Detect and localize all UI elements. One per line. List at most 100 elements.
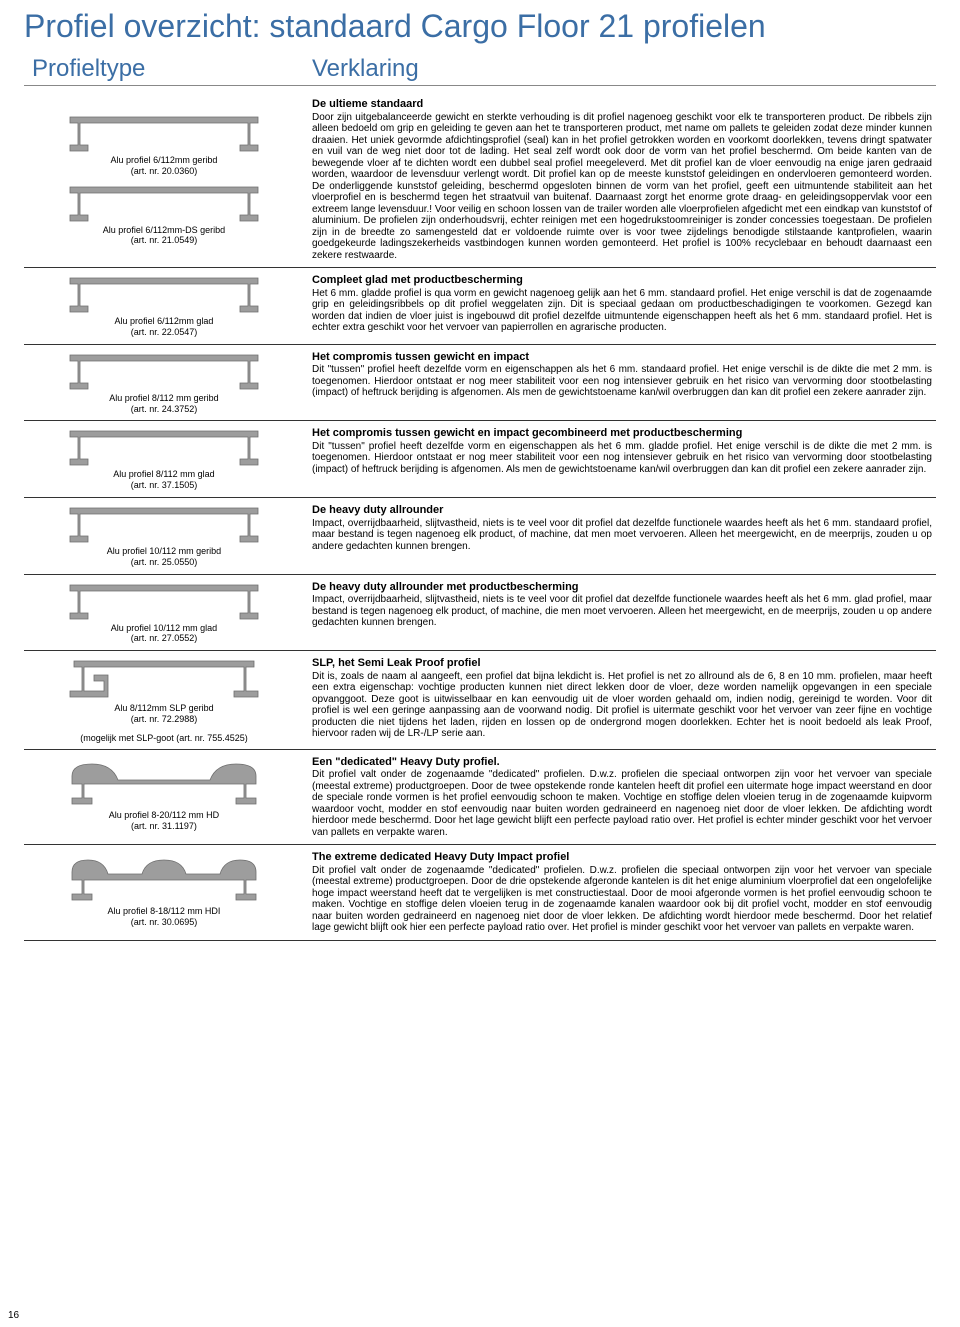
profile-caption: Alu 8/112mm SLP geribd(art. nr. 72.2988) (114, 703, 213, 725)
profile-name: Alu profiel 8/112 mm glad (113, 469, 214, 480)
profile-art-nr: (art. nr. 24.3752) (109, 404, 218, 415)
profile-caption: Alu profiel 6/112mm glad(art. nr. 22.054… (115, 316, 214, 338)
profile-caption: Alu profiel 6/112mm geribd(art. nr. 20.0… (111, 155, 218, 177)
description-body: Dit "tussen" profiel heeft dezelfde vorm… (312, 441, 932, 476)
description-cell: SLP, het Semi Leak Proof profielDit is, … (304, 657, 936, 743)
profile-row: Alu profiel 8/112 mm geribd(art. nr. 24.… (24, 345, 936, 422)
profile-art-nr: (art. nr. 31.1197) (109, 821, 219, 832)
description-cell: The extreme dedicated Heavy Duty Impact … (304, 851, 936, 934)
profile-cross-section-icon (64, 351, 264, 391)
description-body: Dit "tussen" profiel heeft dezelfde vorm… (312, 364, 932, 399)
profile-images-cell: Alu profiel 8-20/112 mm HD(art. nr. 31.1… (24, 756, 304, 839)
profile-block: Alu profiel 8-20/112 mm HD(art. nr. 31.1… (64, 762, 264, 832)
description-cell: Compleet glad met productbeschermingHet … (304, 274, 936, 338)
profile-cross-section-icon (64, 504, 264, 544)
profile-name: Alu 8/112mm SLP geribd (114, 703, 213, 714)
description-cell: De ultieme standaardDoor zijn uitgebalan… (304, 98, 936, 261)
profile-art-nr: (art. nr. 72.2988) (114, 714, 213, 725)
profile-row: Alu profiel 10/112 mm geribd(art. nr. 25… (24, 498, 936, 575)
profile-name: Alu profiel 6/112mm geribd (111, 155, 218, 166)
description-cell: De heavy duty allrounder met productbesc… (304, 581, 936, 645)
profile-images-cell: Alu profiel 10/112 mm geribd(art. nr. 25… (24, 504, 304, 568)
profile-cross-section-icon (64, 427, 264, 467)
profile-caption: Alu profiel 10/112 mm geribd(art. nr. 25… (107, 546, 221, 568)
description-body: Dit profiel valt onder de zogenaamde "de… (312, 865, 932, 934)
profile-name: Alu profiel 10/112 mm glad (111, 623, 217, 634)
profile-row: Alu profiel 6/112mm geribd(art. nr. 20.0… (24, 92, 936, 268)
profile-caption: Alu profiel 8-18/112 mm HDI(art. nr. 30.… (108, 906, 221, 928)
profile-row: Alu profiel 10/112 mm glad(art. nr. 27.0… (24, 575, 936, 652)
profile-caption: Alu profiel 8/112 mm glad(art. nr. 37.15… (113, 469, 214, 491)
profile-art-nr: (art. nr. 20.0360) (111, 166, 218, 177)
profile-art-nr: (art. nr. 27.0552) (111, 633, 217, 644)
profile-block: Alu profiel 10/112 mm geribd(art. nr. 25… (64, 504, 264, 568)
profile-caption: Alu profiel 10/112 mm glad(art. nr. 27.0… (111, 623, 217, 645)
profile-art-nr: (art. nr. 30.0695) (108, 917, 221, 928)
profile-cross-section-icon (64, 858, 264, 904)
profile-block: Alu profiel 6/112mm-DS geribd(art. nr. 2… (64, 183, 264, 247)
profile-cross-section-icon (64, 762, 264, 808)
profile-block: Alu profiel 8/112 mm geribd(art. nr. 24.… (64, 351, 264, 415)
description-body: Dit is, zoals de naam al aangeeft, een p… (312, 671, 932, 740)
profile-name: Alu profiel 8/112 mm geribd (109, 393, 218, 404)
profile-art-nr: (art. nr. 37.1505) (113, 480, 214, 491)
profile-caption: Alu profiel 8-20/112 mm HD(art. nr. 31.1… (109, 810, 219, 832)
profile-name: Alu profiel 8-18/112 mm HDI (108, 906, 221, 917)
profile-block: Alu 8/112mm SLP geribd(art. nr. 72.2988) (64, 657, 264, 725)
description-body: Impact, overrijdbaarheid, slijtvastheid,… (312, 518, 932, 553)
profile-name: Alu profiel 8-20/112 mm HD (109, 810, 219, 821)
description-cell: Een "dedicated" Heavy Duty profiel.Dit p… (304, 756, 936, 839)
description-heading: Een "dedicated" Heavy Duty profiel. (312, 756, 932, 769)
description-heading: De heavy duty allrounder (312, 504, 932, 517)
description-body: Het 6 mm. gladde profiel is qua vorm en … (312, 288, 932, 334)
description-body: Door zijn uitgebalanceerde gewicht en st… (312, 112, 932, 262)
description-cell: Het compromis tussen gewicht en impactDi… (304, 351, 936, 415)
profile-extra-caption: (mogelijk met SLP-goot (art. nr. 755.452… (80, 733, 248, 743)
description-body: Impact, overrijdbaarheid, slijtvastheid,… (312, 594, 932, 629)
col-verklaring: Verklaring (312, 55, 419, 82)
description-body: Dit profiel valt onder de zogenaamde "de… (312, 769, 932, 838)
description-cell: Het compromis tussen gewicht en impact g… (304, 427, 936, 491)
description-heading: The extreme dedicated Heavy Duty Impact … (312, 851, 932, 864)
description-heading: Compleet glad met productbescherming (312, 274, 932, 287)
page-number: 16 (8, 1310, 19, 1321)
profile-images-cell: Alu 8/112mm SLP geribd(art. nr. 72.2988)… (24, 657, 304, 743)
profile-cross-section-icon (64, 581, 264, 621)
profile-row: Alu profiel 8-18/112 mm HDI(art. nr. 30.… (24, 845, 936, 941)
profile-block: Alu profiel 10/112 mm glad(art. nr. 27.0… (64, 581, 264, 645)
profile-images-cell: Alu profiel 6/112mm geribd(art. nr. 20.0… (24, 98, 304, 261)
profile-block: Alu profiel 6/112mm glad(art. nr. 22.054… (64, 274, 264, 338)
page-title: Profiel overzicht: standaard Cargo Floor… (24, 8, 936, 45)
profile-images-cell: Alu profiel 10/112 mm glad(art. nr. 27.0… (24, 581, 304, 645)
profile-art-nr: (art. nr. 21.0549) (103, 235, 225, 246)
profile-art-nr: (art. nr. 25.0550) (107, 557, 221, 568)
profile-row: Alu profiel 8-20/112 mm HD(art. nr. 31.1… (24, 750, 936, 846)
profile-images-cell: Alu profiel 8-18/112 mm HDI(art. nr. 30.… (24, 851, 304, 934)
profile-caption: Alu profiel 6/112mm-DS geribd(art. nr. 2… (103, 225, 225, 247)
profile-art-nr: (art. nr. 22.0547) (115, 327, 214, 338)
description-heading: Het compromis tussen gewicht en impact (312, 351, 932, 364)
profile-cross-section-icon (64, 657, 264, 701)
profile-images-cell: Alu profiel 8/112 mm glad(art. nr. 37.15… (24, 427, 304, 491)
description-heading: De heavy duty allrounder met productbesc… (312, 581, 932, 594)
profile-cross-section-icon (64, 183, 264, 223)
profile-row: Alu 8/112mm SLP geribd(art. nr. 72.2988)… (24, 651, 936, 750)
profile-row: Alu profiel 6/112mm glad(art. nr. 22.054… (24, 268, 936, 345)
profile-images-cell: Alu profiel 6/112mm glad(art. nr. 22.054… (24, 274, 304, 338)
profile-block: Alu profiel 8/112 mm glad(art. nr. 37.15… (64, 427, 264, 491)
profile-cross-section-icon (64, 113, 264, 153)
profile-cross-section-icon (64, 274, 264, 314)
profile-name: Alu profiel 6/112mm-DS geribd (103, 225, 225, 236)
description-cell: De heavy duty allrounderImpact, overrijd… (304, 504, 936, 568)
column-headers: Profieltype Verklaring (24, 51, 936, 86)
profile-block: Alu profiel 8-18/112 mm HDI(art. nr. 30.… (64, 858, 264, 928)
description-heading: Het compromis tussen gewicht en impact g… (312, 427, 932, 440)
description-heading: De ultieme standaard (312, 98, 932, 111)
profile-caption: Alu profiel 8/112 mm geribd(art. nr. 24.… (109, 393, 218, 415)
profile-images-cell: Alu profiel 8/112 mm geribd(art. nr. 24.… (24, 351, 304, 415)
description-heading: SLP, het Semi Leak Proof profiel (312, 657, 932, 670)
profile-block: Alu profiel 6/112mm geribd(art. nr. 20.0… (64, 113, 264, 177)
profile-name: Alu profiel 10/112 mm geribd (107, 546, 221, 557)
profile-row: Alu profiel 8/112 mm glad(art. nr. 37.15… (24, 421, 936, 498)
col-profieltype: Profieltype (32, 55, 145, 82)
